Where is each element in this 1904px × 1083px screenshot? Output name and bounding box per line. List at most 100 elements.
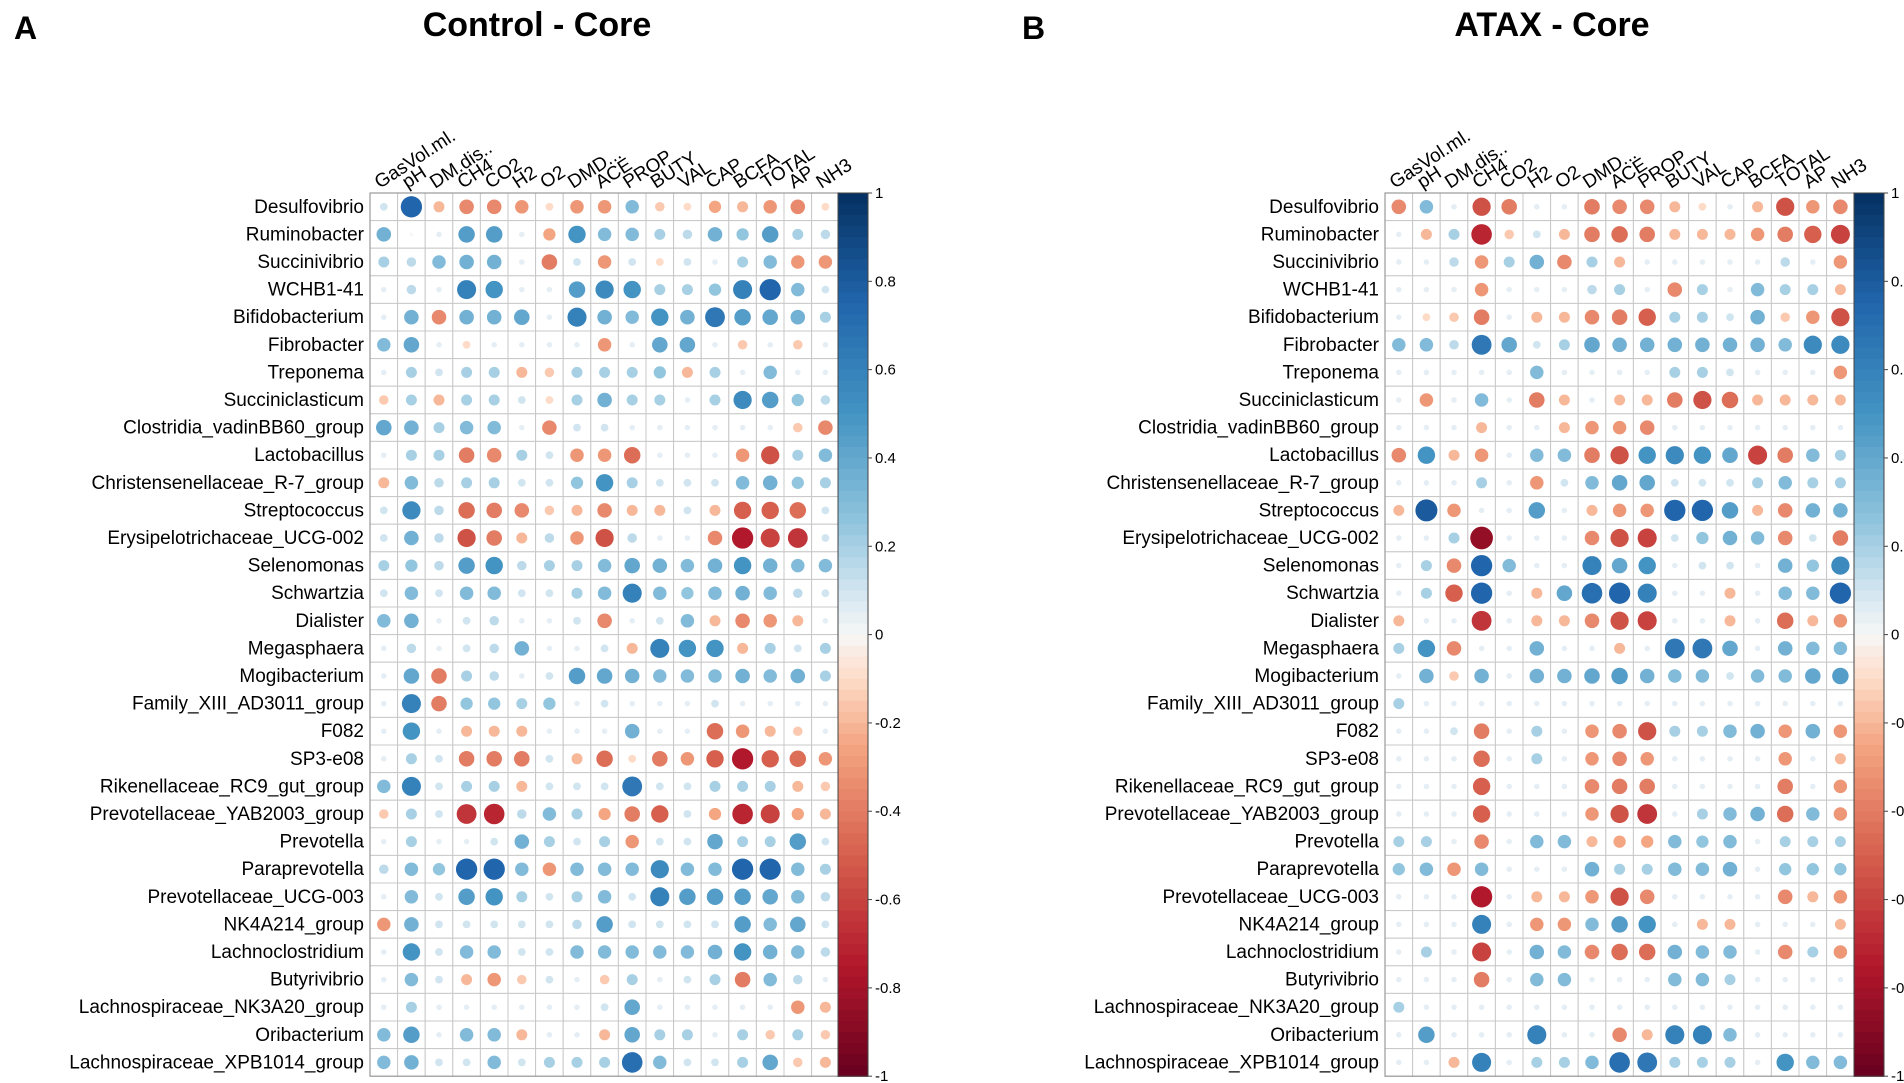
colorbar-tick-label: -0.6 <box>1891 892 1904 909</box>
correlation-dot <box>624 1027 640 1043</box>
correlation-dot <box>487 420 501 435</box>
correlation-dot <box>1530 972 1544 987</box>
correlation-dot <box>1506 783 1512 790</box>
correlation-dot <box>1669 725 1681 737</box>
correlation-dot <box>625 834 639 849</box>
correlation-dot <box>570 531 584 545</box>
correlation-dot <box>568 281 586 298</box>
correlation-dot <box>790 309 806 325</box>
grid-cell <box>673 854 702 884</box>
correlation-dot <box>1806 200 1820 214</box>
grid-cell <box>562 192 592 222</box>
colorbar-segment <box>838 745 868 757</box>
correlation-dot <box>1470 554 1493 577</box>
correlation-dot <box>1752 201 1764 213</box>
correlation-dot <box>1776 612 1794 630</box>
colorbar-tick-label: 0.4 <box>1891 450 1904 467</box>
correlation-dot <box>517 478 526 487</box>
correlation-dot <box>1837 1032 1844 1038</box>
correlation-dot <box>519 424 525 431</box>
colorbar-segment <box>1854 215 1884 227</box>
correlation-dot <box>1393 615 1405 627</box>
colorbar-segment <box>838 987 868 1000</box>
correlation-dot <box>791 255 805 269</box>
correlation-dot <box>1472 914 1492 934</box>
correlation-dot <box>1558 394 1570 406</box>
colorbar-segment <box>838 645 868 658</box>
correlation-dot <box>820 1030 831 1040</box>
correlation-dot <box>379 589 388 598</box>
correlation-dot <box>683 810 692 818</box>
correlation-dot <box>712 1004 718 1010</box>
row-label: Paraprevotella <box>1256 859 1379 880</box>
correlation-dot <box>789 502 807 519</box>
row-label: Lactobacillus <box>1269 445 1379 466</box>
correlation-dot <box>1833 779 1848 794</box>
correlation-dot <box>1777 530 1793 546</box>
correlation-dot <box>708 586 722 600</box>
correlation-dot <box>1831 556 1850 575</box>
correlation-dot <box>489 616 499 626</box>
correlation-dot <box>568 225 586 244</box>
row-label: WCHB1-41 <box>1283 280 1379 301</box>
correlation-dot <box>1782 700 1788 707</box>
correlation-dot <box>821 589 830 598</box>
correlation-dot <box>733 556 752 575</box>
correlation-dot <box>1420 946 1432 958</box>
row-label: Treponema <box>268 362 365 383</box>
correlation-dot <box>1561 286 1568 293</box>
correlation-dot <box>1834 449 1846 461</box>
correlation-dot <box>1778 338 1792 352</box>
correlation-dot <box>655 478 664 487</box>
colorbar-segment <box>1854 358 1884 371</box>
correlation-dot <box>456 804 477 824</box>
correlation-dot <box>1451 949 1457 955</box>
correlation-dot <box>1780 257 1790 267</box>
correlation-dot <box>1726 478 1734 487</box>
correlation-dot <box>795 700 801 707</box>
correlation-dot <box>734 888 751 906</box>
correlation-dot <box>760 528 780 548</box>
row-label: F082 <box>1336 721 1379 742</box>
correlation-dot <box>761 501 779 520</box>
correlation-dot <box>544 505 555 516</box>
correlation-dot <box>1778 586 1792 600</box>
correlation-dot <box>1777 226 1793 243</box>
colorbar-segment <box>838 866 868 879</box>
correlation-dot <box>1423 783 1430 790</box>
colorbar-segment <box>838 689 868 702</box>
correlation-dot <box>1470 886 1493 908</box>
correlation-dot <box>1584 779 1600 794</box>
correlation-dot <box>762 1054 778 1071</box>
correlation-dot <box>1806 1055 1820 1070</box>
correlation-dot <box>1561 645 1568 652</box>
colorbar-segment <box>1854 413 1884 426</box>
correlation-dot <box>436 286 442 293</box>
correlation-dot <box>1696 284 1708 296</box>
colorbar-segment <box>1854 336 1884 349</box>
correlation-dot <box>818 448 833 462</box>
correlation-dot <box>1472 1052 1492 1072</box>
correlation-dot <box>574 645 580 652</box>
correlation-dot <box>458 447 475 463</box>
correlation-dot <box>377 338 391 352</box>
correlation-dot <box>1669 228 1681 240</box>
correlation-dot <box>1806 559 1819 572</box>
colorbar-segment <box>1854 281 1884 293</box>
correlation-dot <box>629 424 635 431</box>
correlation-dot <box>793 340 803 350</box>
correlation-dot <box>546 728 553 734</box>
correlation-dot <box>1423 369 1430 376</box>
correlation-dot <box>733 943 752 961</box>
row-label: Succinivibrio <box>257 252 364 273</box>
correlation-dot <box>1724 974 1736 986</box>
colorbar-segment <box>838 965 868 978</box>
correlation-dot <box>460 697 473 710</box>
colorbar-segment <box>1854 678 1884 691</box>
correlation-dot <box>436 1004 442 1010</box>
correlation-dot <box>1420 560 1432 572</box>
correlation-dot <box>1558 228 1570 240</box>
grid-cell <box>424 716 454 746</box>
correlation-dot <box>739 424 746 431</box>
correlation-dot <box>1669 1056 1681 1068</box>
